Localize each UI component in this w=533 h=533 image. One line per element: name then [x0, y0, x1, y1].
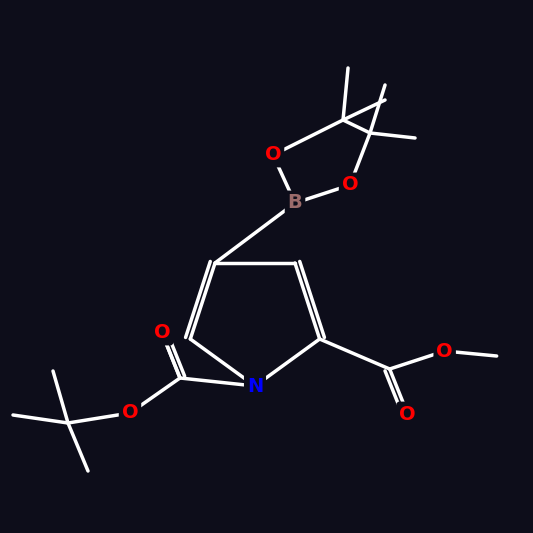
- Text: O: O: [437, 342, 453, 360]
- Text: O: O: [122, 403, 138, 423]
- Text: N: N: [247, 376, 263, 395]
- Text: O: O: [154, 324, 171, 343]
- Text: O: O: [399, 405, 416, 424]
- Text: O: O: [265, 146, 281, 165]
- Text: O: O: [342, 175, 358, 195]
- Text: B: B: [288, 193, 302, 213]
